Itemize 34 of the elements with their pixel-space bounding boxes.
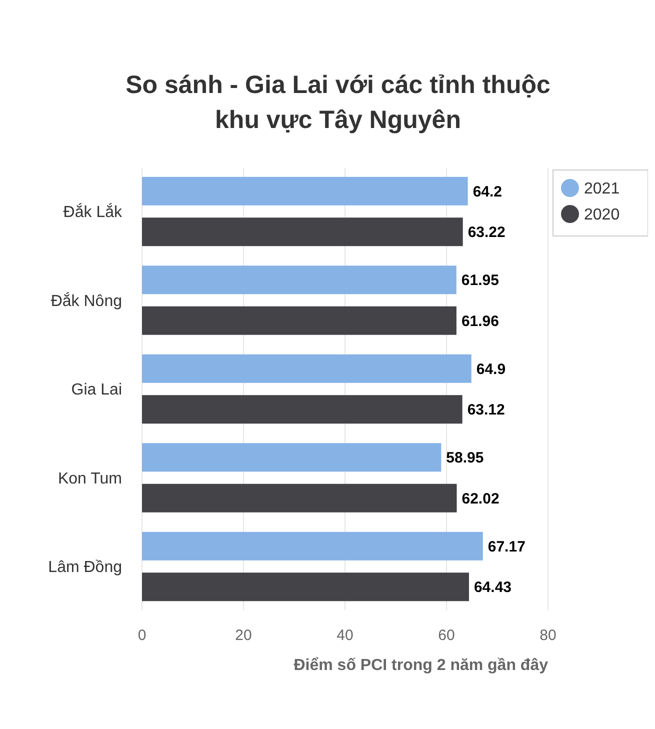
y-tick-label: Gia Lai bbox=[71, 382, 122, 399]
chart-title: So sánh - Gia Lai với các tỉnh thuộc khu vực Tây Nguyên bbox=[126, 71, 550, 134]
data-label: 64.2 bbox=[472, 183, 502, 200]
bar bbox=[142, 218, 463, 246]
bar bbox=[142, 306, 456, 335]
y-tick-label: Kon Tum bbox=[58, 470, 122, 488]
data-label: 62.02 bbox=[462, 490, 500, 508]
x-axis-title: Điểm số PCI trong 2 năm gần đây bbox=[294, 657, 548, 674]
legend-label: 2020 bbox=[584, 206, 620, 224]
data-label: 64.9 bbox=[476, 360, 506, 378]
legend-label: 2021 bbox=[584, 180, 620, 198]
x-tick-label: 40 bbox=[336, 627, 354, 644]
data-label: 64.43 bbox=[474, 579, 512, 596]
data-label: 61.96 bbox=[461, 312, 499, 330]
x-tick-label: 20 bbox=[235, 627, 252, 644]
y-tick-label: Lâm Đồng bbox=[48, 559, 122, 576]
data-label: 63.22 bbox=[468, 224, 506, 242]
y-tick-label: Đắk Nông bbox=[50, 292, 122, 310]
bar bbox=[142, 443, 442, 472]
bar bbox=[142, 484, 457, 512]
y-tick-label: Đắk Lắk bbox=[63, 203, 123, 222]
bar bbox=[142, 176, 468, 206]
data-label: 67.17 bbox=[488, 538, 526, 556]
bar bbox=[142, 354, 472, 383]
x-tick-label: 60 bbox=[438, 627, 455, 644]
x-tick-label: 0 bbox=[138, 627, 146, 644]
bar bbox=[142, 266, 456, 294]
bar bbox=[142, 572, 469, 602]
bar bbox=[142, 532, 483, 560]
x-tick-label: 80 bbox=[540, 627, 556, 644]
data-label: 58.95 bbox=[446, 450, 484, 467]
data-label: 61.95 bbox=[461, 272, 499, 290]
data-label: 63.12 bbox=[467, 402, 505, 419]
bar bbox=[142, 395, 462, 424]
